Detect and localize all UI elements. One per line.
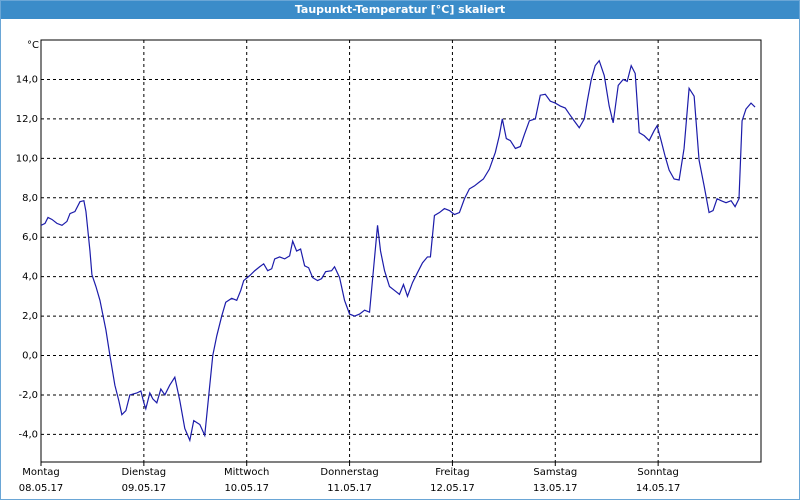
y-tick-label: -2,0: [18, 390, 38, 401]
x-tick-label: Samstag 13.05.17: [533, 467, 578, 494]
y-tick-label: 0,0: [22, 351, 38, 362]
x-tick-label: Mittwoch 10.05.17: [224, 467, 270, 494]
y-tick-label: 6,0: [22, 232, 38, 243]
x-tick-label: Freitag 12.05.17: [430, 467, 475, 494]
x-tick-label: Sonntag 14.05.17: [635, 467, 681, 494]
y-unit: °C: [27, 40, 39, 51]
data-line: [40, 59, 756, 443]
y-tick-label: 12,0: [16, 114, 38, 125]
x-tick-label: Donnerstag 11.05.17: [320, 467, 379, 494]
y-tick-label: -4,0: [18, 429, 38, 440]
plot-frame: [40, 39, 762, 463]
y-tick-label: 2,0: [22, 311, 38, 322]
y-tick-label: 10,0: [16, 153, 38, 164]
y-tick-label: 4,0: [22, 272, 38, 283]
x-tick-label: Dienstag 09.05.17: [121, 467, 167, 494]
title-bar: Taupunkt-Temperatur [°C] skaliert: [1, 1, 799, 19]
y-tick-label: 8,0: [22, 193, 38, 204]
y-tick-label: 14,0: [16, 74, 38, 85]
x-tick-label: Montag 08.05.17: [18, 467, 64, 494]
